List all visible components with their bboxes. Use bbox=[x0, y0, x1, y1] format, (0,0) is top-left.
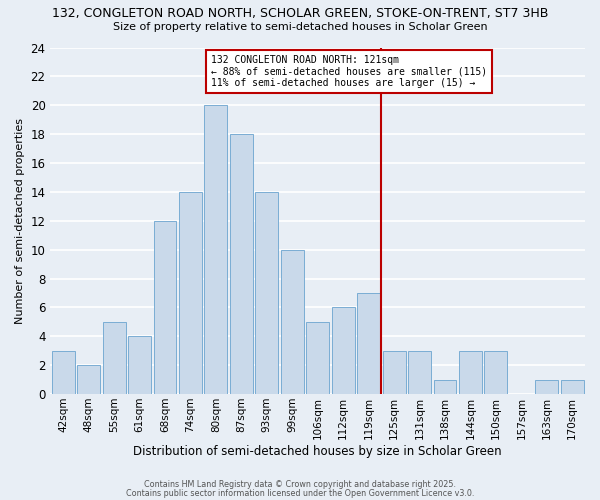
Bar bbox=[306, 322, 329, 394]
Bar bbox=[357, 293, 380, 394]
Bar bbox=[332, 308, 355, 394]
Bar bbox=[77, 365, 100, 394]
Text: Contains HM Land Registry data © Crown copyright and database right 2025.: Contains HM Land Registry data © Crown c… bbox=[144, 480, 456, 489]
Bar bbox=[179, 192, 202, 394]
Bar bbox=[408, 350, 431, 394]
Bar bbox=[484, 350, 508, 394]
Bar bbox=[230, 134, 253, 394]
X-axis label: Distribution of semi-detached houses by size in Scholar Green: Distribution of semi-detached houses by … bbox=[133, 444, 502, 458]
Bar bbox=[383, 350, 406, 394]
Y-axis label: Number of semi-detached properties: Number of semi-detached properties bbox=[15, 118, 25, 324]
Bar bbox=[103, 322, 125, 394]
Bar bbox=[154, 221, 176, 394]
Bar bbox=[52, 350, 74, 394]
Text: 132, CONGLETON ROAD NORTH, SCHOLAR GREEN, STOKE-ON-TRENT, ST7 3HB: 132, CONGLETON ROAD NORTH, SCHOLAR GREEN… bbox=[52, 8, 548, 20]
Bar bbox=[281, 250, 304, 394]
Bar bbox=[205, 106, 227, 394]
Bar bbox=[256, 192, 278, 394]
Bar bbox=[128, 336, 151, 394]
Bar bbox=[434, 380, 457, 394]
Bar bbox=[535, 380, 558, 394]
Bar bbox=[459, 350, 482, 394]
Bar bbox=[561, 380, 584, 394]
Text: 132 CONGLETON ROAD NORTH: 121sqm
← 88% of semi-detached houses are smaller (115): 132 CONGLETON ROAD NORTH: 121sqm ← 88% o… bbox=[211, 54, 487, 88]
Text: Contains public sector information licensed under the Open Government Licence v3: Contains public sector information licen… bbox=[126, 489, 474, 498]
Text: Size of property relative to semi-detached houses in Scholar Green: Size of property relative to semi-detach… bbox=[113, 22, 487, 32]
